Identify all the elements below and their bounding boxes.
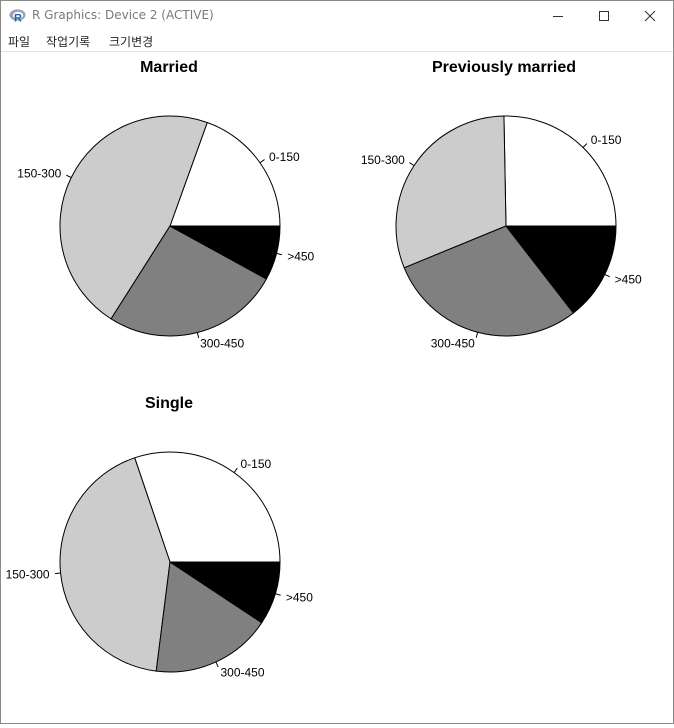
title-bar[interactable]: R R Graphics: Device 2 (ACTIVE) (1, 1, 673, 31)
pie-slice (169, 561, 281, 624)
label-tick (215, 661, 219, 668)
pie-slice (134, 451, 281, 563)
pie-charts: Married0-150150-300300-450>450Previously… (6, 59, 642, 679)
close-button[interactable] (627, 1, 673, 31)
slice-label: >450 (287, 250, 314, 264)
minimize-button[interactable] (535, 1, 581, 31)
slice-label: 300-450 (431, 336, 475, 350)
label-tick (276, 252, 282, 256)
slice-label: 0-150 (269, 150, 300, 164)
maximize-button[interactable] (581, 1, 627, 31)
close-icon (644, 10, 656, 22)
menu-resize[interactable]: 크기변경 (109, 35, 154, 49)
label-tick (66, 174, 72, 179)
label-tick (275, 593, 281, 596)
slice-label: 300-450 (200, 337, 244, 351)
label-tick (259, 159, 265, 164)
slice-label: 300-450 (220, 665, 264, 679)
slice-label: >450 (615, 273, 642, 287)
chart-title: Previously married (432, 59, 576, 76)
label-tick (582, 143, 588, 148)
slice-label: >450 (286, 590, 313, 604)
pie-slice (503, 115, 617, 227)
slice-label: 0-150 (591, 133, 622, 147)
svg-text:R: R (14, 13, 22, 24)
menu-history[interactable]: 작업기록 (46, 35, 91, 49)
slice-label: 150-300 (6, 568, 50, 582)
label-tick (196, 332, 200, 338)
window-title: R Graphics: Device 2 (ACTIVE) (32, 8, 214, 22)
maximize-icon (599, 11, 609, 21)
pie-slice (169, 122, 281, 227)
pie-slice (395, 115, 507, 269)
r-logo-icon: R (9, 9, 26, 24)
minimize-icon (553, 16, 563, 17)
pie-slice (59, 457, 171, 672)
pie-chart: Previously married 0-150 150-300 300-450 >45… (361, 59, 642, 350)
pie-slice (59, 115, 208, 320)
label-tick (55, 572, 61, 575)
pie-slice (110, 225, 267, 337)
pie-chart: Married 0-150 150-300 300-450 >450 (17, 59, 314, 351)
chart-title: Single (145, 395, 193, 412)
label-tick (604, 273, 610, 278)
pie-slice (155, 561, 263, 673)
slice-label: 0-150 (241, 457, 272, 471)
menu-bar: 파일 작업기록 크기변경 (1, 31, 673, 52)
label-tick (475, 332, 479, 338)
pie-slice (169, 225, 281, 280)
slice-label: 150-300 (17, 166, 61, 180)
label-tick (233, 467, 238, 473)
slice-label: 150-300 (361, 153, 405, 167)
menu-file[interactable]: 파일 (8, 35, 31, 49)
label-tick (409, 162, 415, 167)
pie-chart: Single 0-150 150-300 300-450 >450 (6, 395, 314, 679)
plot-area: Married 0-150 150-300 300-450 >450 Previously… (1, 52, 673, 723)
chart-title: Married (140, 59, 198, 76)
